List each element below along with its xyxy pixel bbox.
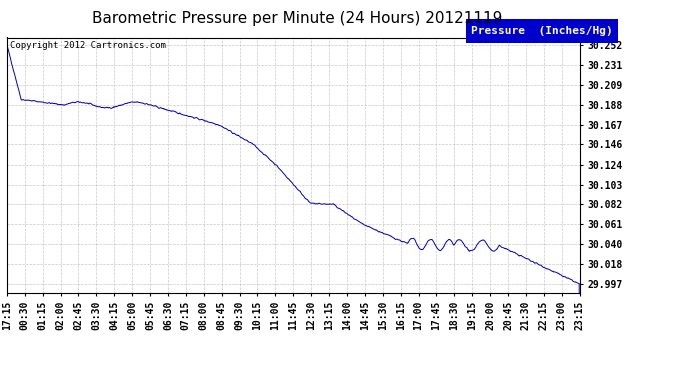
Text: Pressure  (Inches/Hg): Pressure (Inches/Hg) (471, 26, 613, 36)
Text: Copyright 2012 Cartronics.com: Copyright 2012 Cartronics.com (10, 41, 166, 50)
Text: Barometric Pressure per Minute (24 Hours) 20121119: Barometric Pressure per Minute (24 Hours… (92, 11, 502, 26)
